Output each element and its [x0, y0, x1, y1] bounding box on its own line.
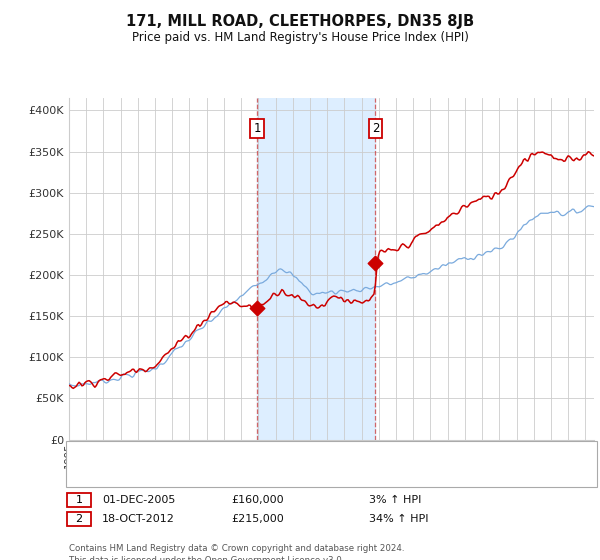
Text: 34% ↑ HPI: 34% ↑ HPI — [369, 514, 428, 524]
Text: £215,000: £215,000 — [231, 514, 284, 524]
Text: 3% ↑ HPI: 3% ↑ HPI — [369, 495, 421, 505]
Text: Price paid vs. HM Land Registry's House Price Index (HPI): Price paid vs. HM Land Registry's House … — [131, 31, 469, 44]
Text: 2: 2 — [371, 122, 379, 135]
Text: 171, MILL ROAD, CLEETHORPES, DN35 8JB: 171, MILL ROAD, CLEETHORPES, DN35 8JB — [126, 14, 474, 29]
Bar — [257, 98, 376, 440]
Point — [371, 258, 380, 267]
Text: ——: —— — [78, 468, 103, 482]
Text: 1: 1 — [76, 495, 82, 505]
Text: 171, MILL ROAD, CLEETHORPES, DN35 8JB (detached house): 171, MILL ROAD, CLEETHORPES, DN35 8JB (d… — [108, 446, 424, 456]
Text: 1: 1 — [253, 122, 261, 135]
Text: 01-DEC-2005: 01-DEC-2005 — [102, 495, 175, 505]
Text: 18-OCT-2012: 18-OCT-2012 — [102, 514, 175, 524]
Text: 2: 2 — [76, 514, 82, 524]
Text: ——: —— — [78, 444, 103, 458]
Text: HPI: Average price, detached house, North East Lincolnshire: HPI: Average price, detached house, Nort… — [108, 470, 422, 480]
Point — [252, 304, 262, 312]
Text: £160,000: £160,000 — [231, 495, 284, 505]
Text: Contains HM Land Registry data © Crown copyright and database right 2024.
This d: Contains HM Land Registry data © Crown c… — [69, 544, 404, 560]
